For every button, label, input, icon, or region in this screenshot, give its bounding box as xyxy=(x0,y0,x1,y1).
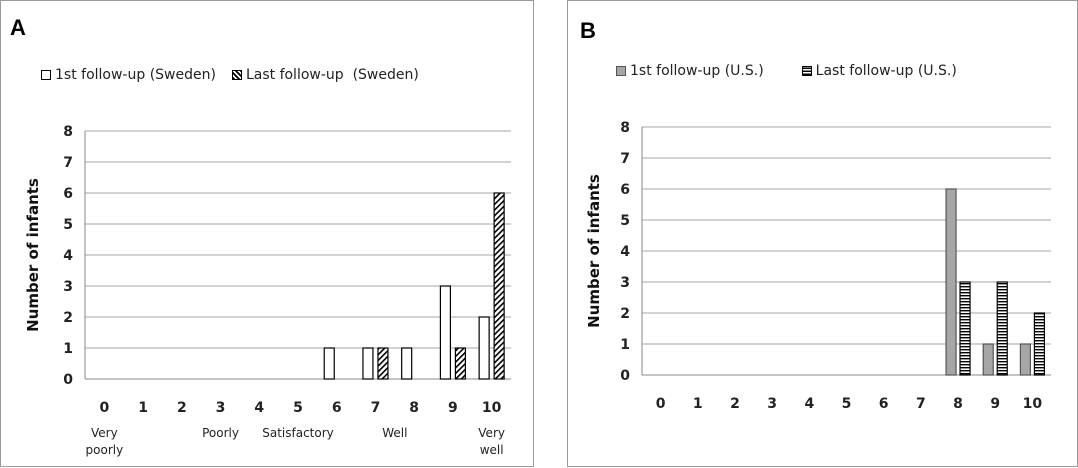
legend-item-a-last: Last follow-up (Sweden) xyxy=(231,67,419,83)
y-tick-label: 8 xyxy=(63,124,73,140)
x-tick-label: 4 xyxy=(254,400,264,416)
x-tick-label: 8 xyxy=(409,400,419,416)
x-tick-label: 4 xyxy=(804,396,814,412)
x-tick-label: 1 xyxy=(138,400,148,416)
y-tick-label: 0 xyxy=(63,372,73,388)
x-tick-label: 5 xyxy=(842,396,852,412)
x-tick-label: 8 xyxy=(953,396,963,412)
category-label: Very poorly xyxy=(86,426,124,457)
legend-swatch-diagonal xyxy=(231,70,242,80)
x-tick-label: 2 xyxy=(177,400,187,416)
bar-horizontal xyxy=(996,281,1008,376)
chart-panel-b: B 1st follow-up (U.S.) Last follow-up (U… xyxy=(567,0,1078,467)
bar-white xyxy=(323,347,335,380)
y-tick-label: 6 xyxy=(63,186,73,202)
x-tick-label: 3 xyxy=(767,396,777,412)
y-tick-label: 2 xyxy=(620,306,630,322)
y-tick-label: 3 xyxy=(620,275,630,291)
category-label: Poorly xyxy=(202,426,239,440)
bar-diagonal xyxy=(454,347,467,380)
bar-gray xyxy=(945,188,957,376)
legend-label-b-first: 1st follow-up (U.S.) xyxy=(630,63,764,79)
legend-item-b-last: Last follow-up (U.S.) xyxy=(801,63,957,79)
y-tick-label: 4 xyxy=(63,248,73,264)
chart-panel-a: A 1st follow-up (Sweden) Last follow-up … xyxy=(0,0,534,467)
category-label: Well xyxy=(382,426,407,440)
x-tick-label: 9 xyxy=(990,396,1000,412)
x-tick-label: 10 xyxy=(1023,396,1043,412)
legend-swatch-white xyxy=(41,70,51,80)
bar-white xyxy=(478,316,490,380)
legend-b: 1st follow-up (U.S.) Last follow-up (U.S… xyxy=(616,63,957,79)
y-tick-label: 2 xyxy=(63,310,73,326)
y-tick-label: 0 xyxy=(620,368,630,384)
y-axis-label: Number of infants xyxy=(24,178,42,332)
bar-diagonal xyxy=(493,192,505,380)
category-label: Very well xyxy=(478,426,505,457)
x-tick-label: 0 xyxy=(99,400,109,416)
legend-item-a-first: 1st follow-up (Sweden) xyxy=(41,67,216,83)
y-tick-label: 6 xyxy=(620,182,630,198)
legend-a: 1st follow-up (Sweden) Last follow-up (S… xyxy=(41,67,419,83)
bar-gray xyxy=(1019,343,1032,376)
legend-item-b-first: 1st follow-up (U.S.) xyxy=(616,63,764,79)
y-tick-label: 7 xyxy=(620,151,630,167)
y-tick-label: 1 xyxy=(63,341,73,357)
bar-white xyxy=(362,347,374,380)
chart-svg-a: 0 1 2 3 4 5 6 7 8 0 1 2 3 4 5 6 7 8 9 10 Number of infants Ve… xyxy=(24,124,511,457)
y-tick-label: 1 xyxy=(620,337,630,353)
bar-horizontal xyxy=(959,281,971,376)
x-tick-label: 6 xyxy=(879,396,889,412)
x-tick-label: 3 xyxy=(216,400,226,416)
bar-gray xyxy=(982,343,994,376)
y-axis-label: Number of infants xyxy=(585,174,603,328)
chart-svg-b: 0 1 2 3 4 5 6 7 8 0 1 2 3 4 5 6 7 8 9 10 Number of infants xyxy=(585,120,1051,412)
legend-label-a-first: 1st follow-up (Sweden) xyxy=(55,67,216,83)
x-tick-label: 7 xyxy=(916,396,926,412)
x-tick-label: 7 xyxy=(371,400,381,416)
y-tick-label: 4 xyxy=(620,244,630,260)
y-tick-label: 5 xyxy=(620,213,630,229)
x-tick-label: 6 xyxy=(332,400,342,416)
bar-diagonal xyxy=(377,347,389,380)
y-tick-label: 3 xyxy=(63,279,73,295)
y-tick-label: 7 xyxy=(63,155,73,171)
bar-white xyxy=(439,285,452,380)
x-tick-label: 9 xyxy=(448,400,458,416)
category-label: Satisfactory xyxy=(262,426,334,440)
x-tick-label: 5 xyxy=(293,400,303,416)
panel-label-b: B xyxy=(580,18,596,43)
legend-swatch-horizontal xyxy=(801,66,812,76)
bar-white xyxy=(401,347,413,380)
legend-swatch-gray xyxy=(616,66,626,76)
x-tick-label: 10 xyxy=(482,400,502,416)
legend-label-b-last: Last follow-up (U.S.) xyxy=(815,63,957,79)
x-tick-label: 1 xyxy=(693,396,703,412)
panel-label-a: A xyxy=(10,15,26,40)
y-tick-label: 5 xyxy=(63,217,73,233)
legend-label-a-last: Last follow-up (Sweden) xyxy=(245,67,419,83)
y-tick-label: 8 xyxy=(620,120,630,136)
bar-horizontal xyxy=(1033,312,1046,376)
x-tick-label: 2 xyxy=(730,396,740,412)
x-tick-label: 0 xyxy=(656,396,666,412)
